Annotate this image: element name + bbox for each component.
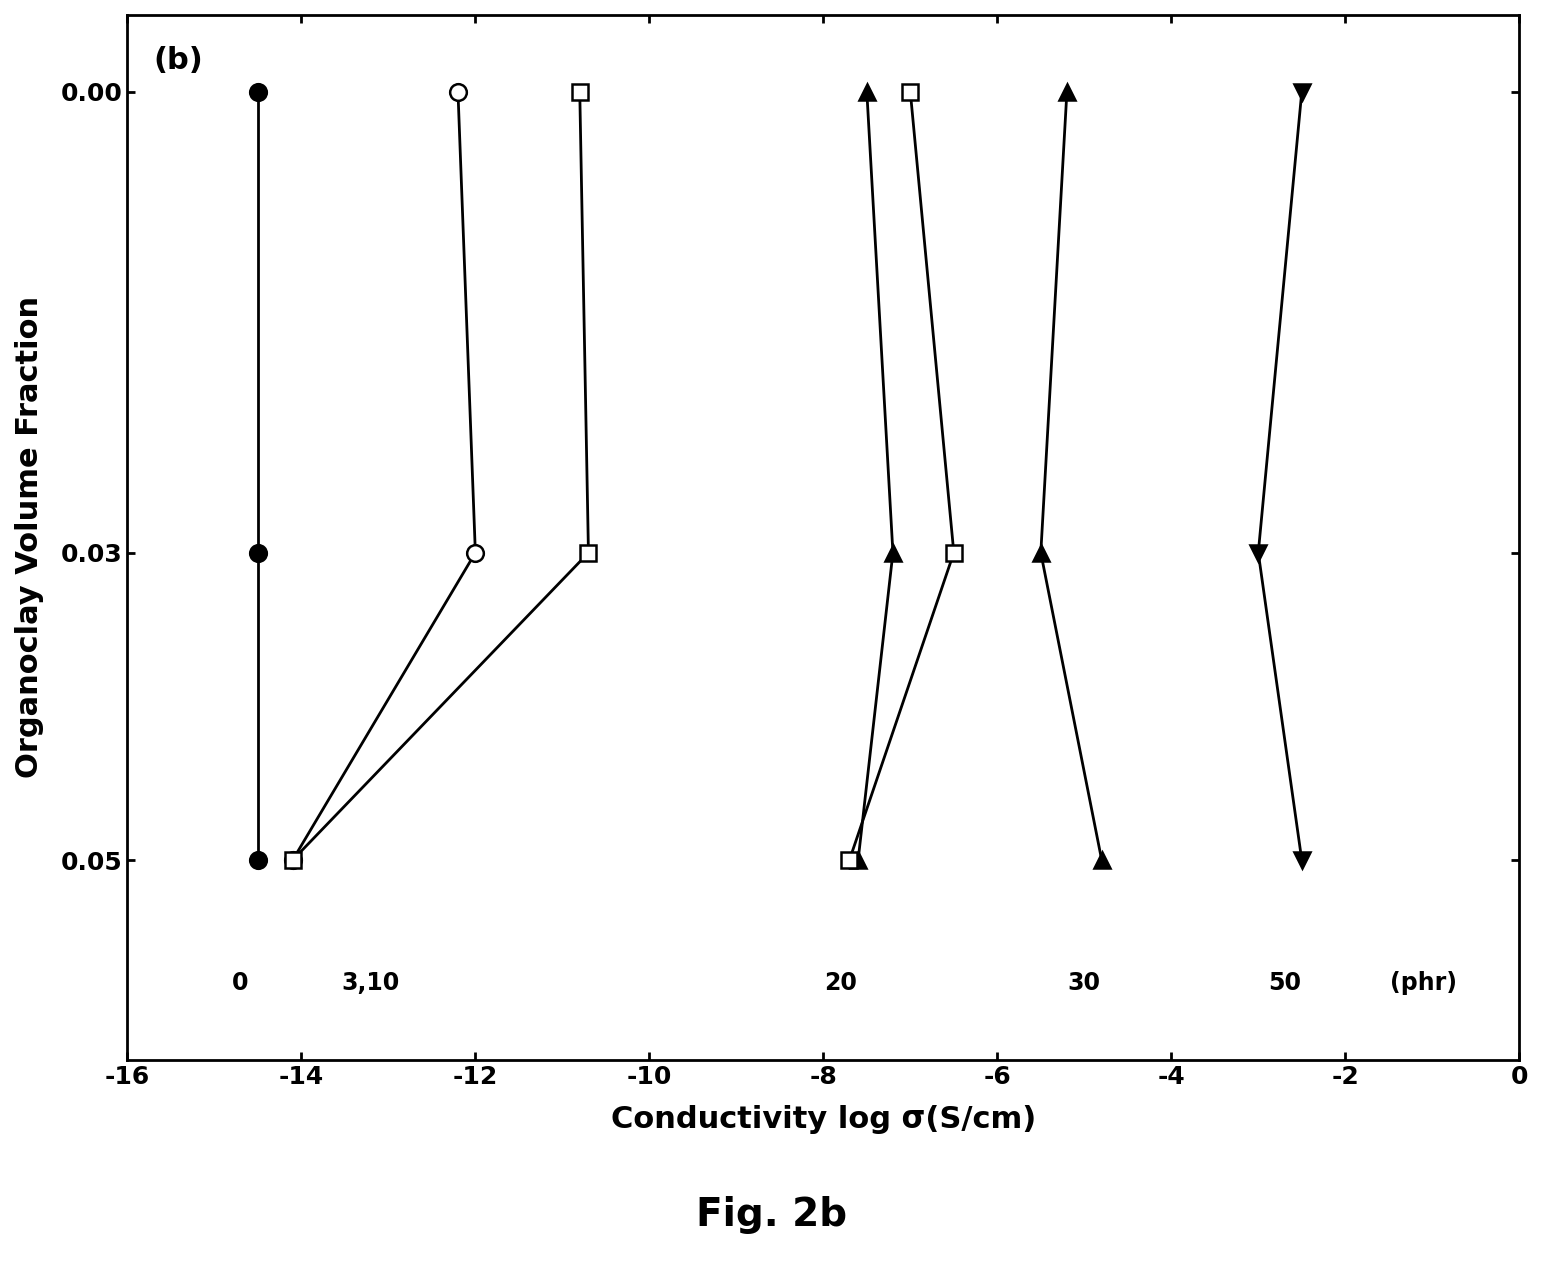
Text: 20: 20 — [824, 971, 858, 995]
Text: (b): (b) — [153, 46, 204, 75]
Text: (phr): (phr) — [1390, 971, 1457, 995]
X-axis label: Conductivity log σ(S/cm): Conductivity log σ(S/cm) — [611, 1106, 1035, 1134]
Text: 50: 50 — [1268, 971, 1301, 995]
Text: 3,10: 3,10 — [343, 971, 400, 995]
Text: 0: 0 — [233, 971, 248, 995]
Text: 30: 30 — [1068, 971, 1100, 995]
Text: Fig. 2b: Fig. 2b — [696, 1197, 847, 1234]
Y-axis label: Organoclay Volume Fraction: Organoclay Volume Fraction — [15, 296, 45, 779]
